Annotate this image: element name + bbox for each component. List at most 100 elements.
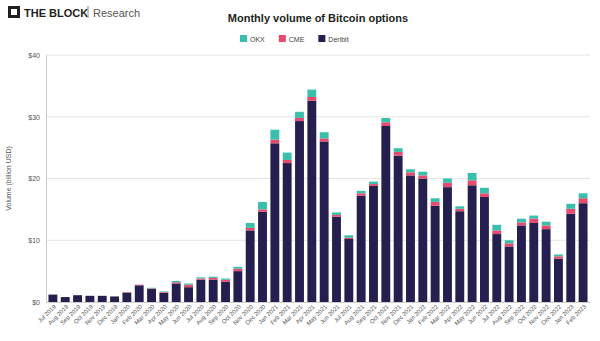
bar — [468, 173, 477, 180]
bar — [480, 188, 489, 194]
bar — [332, 212, 341, 214]
bar — [529, 219, 538, 223]
grid-line — [46, 55, 590, 56]
bar — [246, 230, 255, 302]
logo-icon — [8, 6, 20, 18]
bar — [431, 206, 440, 302]
bar — [369, 186, 378, 302]
y-tick-label: $40 — [28, 52, 40, 59]
bar — [258, 212, 267, 302]
bar — [332, 215, 341, 217]
bar — [505, 240, 514, 243]
header: THE BLOCKResearch — [8, 6, 140, 19]
bar — [529, 216, 538, 219]
legend-label: Deribit — [328, 36, 348, 43]
bar — [307, 101, 316, 302]
bar — [98, 295, 107, 296]
legend: OKXCMEDeribit — [240, 35, 349, 43]
bar — [492, 225, 501, 231]
bar — [480, 193, 489, 197]
bar — [307, 97, 316, 101]
bar — [344, 235, 353, 237]
bar — [258, 209, 267, 211]
bar — [196, 279, 205, 280]
bar — [73, 295, 82, 302]
bar — [98, 295, 107, 296]
y-tick: $0 — [32, 299, 46, 306]
y-axis: $0$10$20$30$40 — [28, 52, 46, 306]
bar — [110, 296, 119, 297]
x-axis: Jul 2019Aug 2019Sep 2019Oct 2019Nov 2019… — [37, 302, 591, 326]
bar — [61, 297, 70, 302]
brand: THE BLOCK — [24, 7, 88, 19]
y-axis-line — [46, 56, 47, 303]
series-2 — [147, 90, 587, 293]
y-tick: $10 — [28, 237, 46, 244]
bar — [172, 283, 181, 302]
bar — [283, 163, 292, 302]
bar — [221, 279, 230, 280]
bar — [579, 193, 588, 198]
title: Monthly volume of Bitcoin options — [228, 12, 408, 24]
bar — [307, 90, 316, 97]
bar — [320, 141, 329, 302]
bar — [431, 202, 440, 206]
bar — [159, 293, 168, 302]
bar — [357, 191, 366, 193]
bar — [468, 185, 477, 302]
bar — [566, 204, 575, 209]
bar — [283, 160, 292, 163]
bar — [172, 282, 181, 283]
bar — [147, 289, 156, 302]
bar — [492, 230, 501, 234]
bar — [258, 202, 267, 209]
bar — [320, 132, 329, 138]
x-tick-label: Feb 2023 — [565, 303, 588, 326]
bar — [209, 277, 218, 278]
bar — [505, 246, 514, 302]
bar — [135, 285, 144, 302]
bar — [209, 278, 218, 280]
bar — [406, 169, 415, 172]
bar — [443, 183, 452, 187]
bar — [61, 297, 70, 298]
bar — [320, 138, 329, 141]
bar — [492, 234, 501, 302]
bar — [270, 140, 279, 144]
bar — [505, 243, 514, 246]
bar — [418, 172, 427, 176]
bar — [332, 217, 341, 302]
bar — [542, 225, 551, 229]
bar — [159, 292, 168, 294]
bar — [357, 193, 366, 195]
bar — [61, 297, 70, 298]
bar — [270, 130, 279, 140]
bar — [135, 284, 144, 286]
y-tick-label: $0 — [32, 299, 40, 306]
bar — [579, 203, 588, 302]
bar — [554, 259, 563, 302]
bar — [147, 288, 156, 290]
x-tick: Feb 2023 — [565, 302, 588, 326]
bar — [381, 122, 390, 126]
bar — [221, 282, 230, 302]
bar — [221, 280, 230, 282]
grid-line — [46, 178, 590, 179]
legend-swatch — [240, 35, 247, 42]
bar — [443, 187, 452, 302]
series-0 — [48, 101, 587, 302]
bar — [233, 269, 242, 271]
bar — [517, 222, 526, 225]
bar — [394, 148, 403, 152]
bar — [184, 285, 193, 287]
bar — [468, 180, 477, 185]
bar — [85, 295, 94, 296]
bar — [73, 295, 82, 296]
y-tick: $30 — [28, 113, 46, 120]
bar — [554, 256, 563, 258]
bar — [196, 277, 205, 278]
bar — [135, 284, 144, 285]
y-tick-label: $10 — [28, 237, 40, 244]
bar — [381, 118, 390, 122]
bar — [394, 156, 403, 302]
